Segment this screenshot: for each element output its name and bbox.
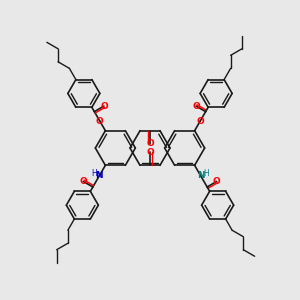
Text: O: O (80, 177, 87, 186)
Text: O: O (192, 102, 200, 111)
Text: N: N (197, 171, 205, 180)
Text: H: H (92, 169, 97, 178)
Text: O: O (213, 177, 220, 186)
Text: H: H (203, 169, 208, 178)
Text: N: N (95, 171, 103, 180)
Text: O: O (196, 117, 204, 126)
Text: O: O (96, 117, 104, 126)
Text: O: O (100, 102, 108, 111)
Text: O: O (146, 139, 154, 148)
Text: O: O (146, 148, 154, 157)
